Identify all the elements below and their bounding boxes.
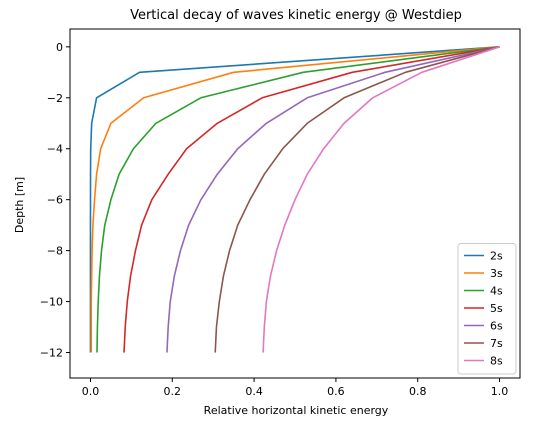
series-line-6s: [166, 46, 500, 353]
chart-title: Vertical decay of waves kinetic energy @…: [130, 8, 462, 23]
plot-area-frame: [69, 28, 521, 379]
y-tick-label: −8: [47, 245, 63, 258]
legend-label-3s: 3s: [490, 267, 503, 280]
x-tick-label: 0.2: [164, 385, 182, 398]
legend-label-8s: 8s: [490, 355, 503, 368]
y-axis-label: Depth [m]: [13, 177, 26, 233]
x-tick-label: 0.8: [409, 385, 427, 398]
y-tick-label: 0: [56, 41, 63, 54]
y-tick-label: −2: [47, 92, 63, 105]
y-tick-label: −6: [47, 194, 63, 207]
legend-label-4s: 4s: [490, 285, 503, 298]
y-tick-label: −4: [47, 143, 63, 156]
x-axis-label: Relative horizontal kinetic energy: [204, 404, 389, 417]
series-line-7s: [214, 46, 500, 353]
y-tick-label: −12: [40, 347, 63, 360]
series-line-5s: [123, 46, 500, 353]
x-tick-label: 0.4: [245, 385, 263, 398]
legend: 2s 3s 4s 5s 6s 7s 8s: [457, 243, 517, 375]
legend-label-6s: 6s: [490, 320, 503, 333]
series-line-4s: [96, 46, 500, 353]
x-tick-label: 0.6: [327, 385, 345, 398]
series-line-2s: [89, 46, 500, 353]
series-line-3s: [90, 46, 500, 353]
x-tick-label: 0.0: [82, 385, 100, 398]
y-tick-label: −10: [40, 296, 63, 309]
legend-box: [457, 243, 517, 375]
legend-label-5s: 5s: [490, 302, 503, 315]
legend-label-2s: 2s: [490, 250, 503, 263]
legend-label-7s: 7s: [490, 337, 503, 350]
series-line-8s: [262, 46, 500, 353]
x-tick-label: 1.0: [491, 385, 509, 398]
